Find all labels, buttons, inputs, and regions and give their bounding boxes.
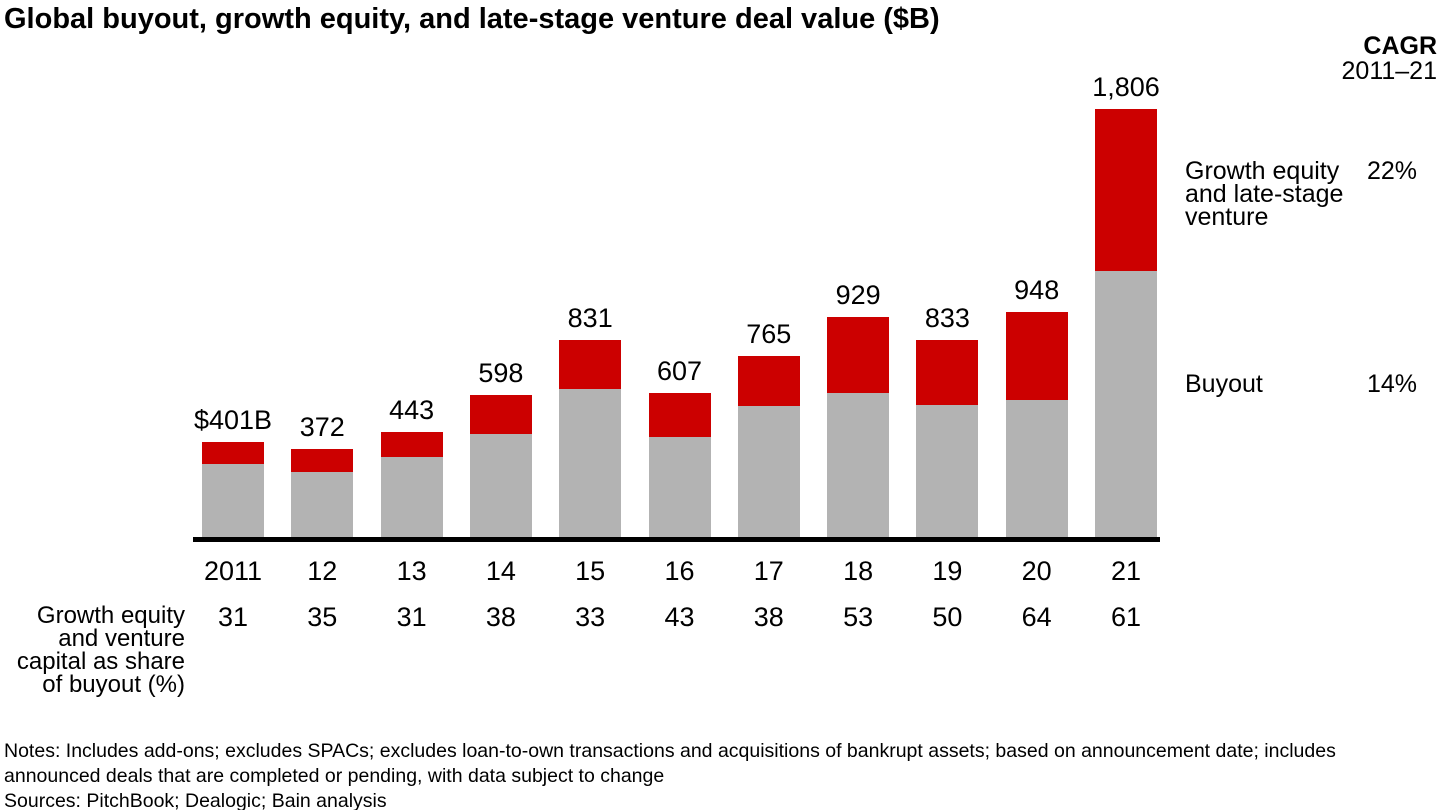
share-of-buyout-value: 50 (932, 602, 963, 632)
bar-segment-growth (737, 355, 800, 406)
share-of-buyout-value: 38 (753, 602, 784, 632)
share-row-label: Growth equity and venture capital as sha… (16, 602, 185, 698)
bar-segment-buyout (737, 405, 800, 537)
bar-segment-growth (916, 339, 979, 406)
bar-value-label: 598 (478, 358, 524, 389)
bar-segment-buyout (1005, 400, 1068, 537)
share-of-buyout-value: 35 (307, 602, 338, 632)
year-label: 18 (843, 556, 874, 586)
bar-segment-buyout (291, 471, 354, 537)
sources-line: Sources: PitchBook; Dealogic; Bain analy… (4, 790, 387, 810)
share-of-buyout-value: 64 (1021, 602, 1052, 632)
year-label: 16 (664, 556, 695, 586)
bar-value-label: 443 (389, 395, 435, 425)
bar-value-label: $401B (193, 404, 273, 435)
year-label: 15 (575, 556, 606, 586)
legend-growth-cagr-value: 22% (1367, 157, 1418, 185)
bar-segment-buyout (202, 464, 264, 537)
year-label: 19 (932, 556, 963, 586)
bar-segment-buyout (469, 434, 532, 537)
year-label: 17 (753, 556, 784, 586)
bar-segment-growth (291, 448, 354, 472)
cagr-block: CAGR 2011–21 (1341, 32, 1437, 85)
bar-segment-buyout (827, 393, 890, 537)
chart-title: Global buyout, growth equity, and late-s… (4, 3, 940, 35)
bar-segment-buyout (380, 456, 443, 537)
bar-segment-growth (202, 441, 264, 465)
x-axis-line (193, 537, 1160, 542)
share-of-buyout-value: 38 (485, 602, 516, 632)
bar-segment-buyout (648, 436, 711, 537)
bar-segment-buyout (559, 388, 622, 537)
bar-value-label: 929 (835, 279, 881, 310)
bar-segment-buyout (1095, 271, 1157, 537)
share-of-buyout-value: 53 (843, 602, 874, 632)
legend-buyout-label: Buyout (1185, 370, 1263, 398)
footnotes: Notes: Includes add-ons; excludes SPACs;… (4, 740, 1336, 787)
share-of-buyout-value: 61 (1110, 602, 1142, 632)
bar-segment-growth (648, 393, 711, 437)
legend-growth-label: Growth equity and late-stage venture (1185, 157, 1344, 231)
year-label: 2011 (203, 556, 263, 586)
bar-value-label: 833 (924, 302, 970, 333)
bar-value-label: 1,806 (1092, 71, 1160, 102)
bar-value-label: 831 (567, 303, 613, 334)
year-label: 20 (1021, 556, 1052, 586)
share-of-buyout-value: 33 (575, 602, 606, 632)
bar-segment-growth (559, 340, 622, 389)
year-label: 21 (1110, 556, 1142, 586)
year-label: 14 (485, 556, 516, 586)
bar-segment-growth (827, 316, 890, 394)
bar-segment-growth (1005, 312, 1068, 400)
share-of-buyout-value: 31 (396, 602, 427, 632)
bar-segment-buyout (916, 405, 979, 537)
share-of-buyout-value: 31 (217, 602, 249, 632)
bar-value-label: 948 (1014, 275, 1060, 306)
bar-value-label: 765 (746, 318, 792, 349)
year-label: 13 (396, 556, 427, 586)
bar-value-label: 607 (656, 356, 703, 387)
bar-segment-growth (469, 395, 532, 435)
bar-value-label: 372 (299, 411, 345, 442)
legend-buyout-cagr-value: 14% (1367, 370, 1418, 398)
bar-segment-growth (1095, 108, 1157, 272)
share-of-buyout-value: 43 (664, 602, 695, 632)
cagr-period: 2011–21 (1341, 57, 1437, 85)
bar-segment-growth (380, 432, 443, 457)
cagr-header: CAGR (1363, 32, 1437, 60)
year-label: 12 (307, 556, 338, 586)
